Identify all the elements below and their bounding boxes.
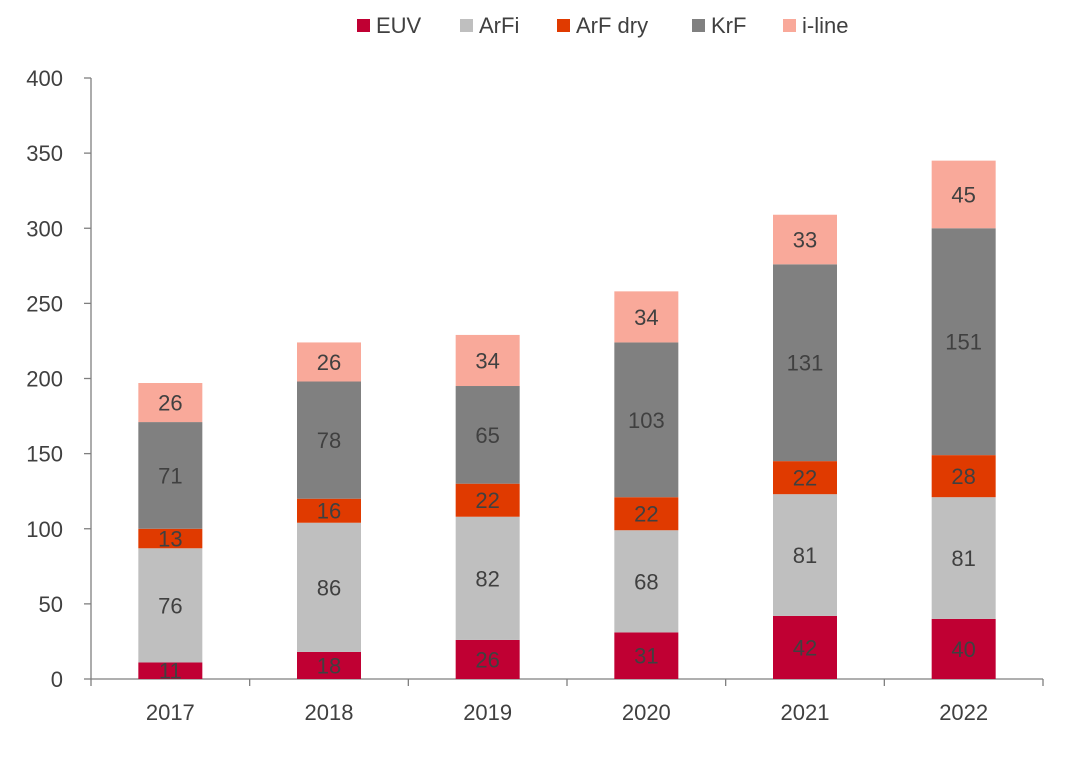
y-tick-label: 300 <box>26 216 63 241</box>
bar-segment-i-line <box>455 334 520 387</box>
bar-segment-krf <box>455 386 520 484</box>
bar-segment-krf <box>138 422 203 529</box>
data-label: 103 <box>628 408 665 433</box>
bar-segment-arfi <box>614 530 679 633</box>
data-label: 16 <box>317 499 341 524</box>
legend-swatch <box>460 19 473 32</box>
bar-segment-i-line <box>773 214 837 265</box>
bar-segment-euv <box>138 662 203 679</box>
data-label: 65 <box>475 423 499 448</box>
bar-segment-euv <box>614 632 679 679</box>
data-label: 26 <box>475 647 499 672</box>
legend-label: i-line <box>802 13 848 38</box>
data-label: 71 <box>158 463 182 488</box>
bar-segment-krf <box>297 381 361 499</box>
y-tick-label: 350 <box>26 141 63 166</box>
data-label: 42 <box>793 635 817 660</box>
y-tick-label: 100 <box>26 517 63 542</box>
data-label: 18 <box>317 653 341 678</box>
bar-segment-krf <box>773 264 837 462</box>
bar-segment-euv <box>931 618 996 679</box>
y-tick-label: 250 <box>26 291 63 316</box>
bar-segment-arf-dry <box>297 498 361 523</box>
x-axis: 2017 2018 2019 2020 2021 2022 <box>90 678 1044 725</box>
data-label: 11 <box>159 659 182 684</box>
x-tick-label: 2020 <box>622 700 671 725</box>
legend-label: ArF dry <box>576 13 648 38</box>
data-label: 131 <box>787 351 824 376</box>
bar-segment-arf-dry <box>614 497 679 531</box>
bar-segment-i-line <box>138 383 203 423</box>
legend-label: KrF <box>711 13 746 38</box>
data-label: 13 <box>158 527 182 552</box>
y-tick-label: 150 <box>26 442 63 467</box>
y-axis: 0 50 100 150 200 250 300 350 400 <box>26 66 92 692</box>
bar-segment-euv <box>773 615 837 679</box>
data-label: 151 <box>945 330 982 355</box>
bar-segment-arfi <box>297 522 361 652</box>
x-tick-label: 2019 <box>463 700 512 725</box>
bar-segment-arfi <box>773 494 837 616</box>
data-label: 22 <box>634 502 658 527</box>
y-tick-label: 0 <box>51 667 63 692</box>
legend-label: EUV <box>376 13 422 38</box>
data-label: 68 <box>634 569 658 594</box>
bar-segment-euv <box>297 651 361 679</box>
data-labels: 11 76 13 71 26 18 86 16 78 26 26 82 22 65 34 31 68 22 103 3… <box>158 182 982 683</box>
legend: EUV ArFi ArF dry KrF i-line <box>357 13 848 38</box>
bar-segment-arf-dry <box>138 528 203 549</box>
data-label: 22 <box>793 466 817 491</box>
bar-segment-arfi <box>455 516 520 640</box>
x-tick-label: 2018 <box>305 700 354 725</box>
data-label: 40 <box>951 637 975 662</box>
bar-segment-arf-dry <box>773 461 837 495</box>
y-tick-label: 200 <box>26 367 63 392</box>
data-label: 81 <box>793 543 817 568</box>
data-label: 76 <box>158 593 182 618</box>
data-label: 28 <box>951 464 975 489</box>
data-label: 81 <box>951 546 975 571</box>
bar-segment-i-line <box>931 160 996 229</box>
data-label: 82 <box>475 566 499 591</box>
x-tick-label: 2022 <box>939 700 988 725</box>
data-label: 26 <box>317 350 341 375</box>
y-tick-label: 400 <box>26 66 63 91</box>
legend-swatch <box>557 19 570 32</box>
data-label: 34 <box>634 305 658 330</box>
data-label: 31 <box>634 644 658 669</box>
bar-segment-arfi <box>931 497 996 619</box>
data-label: 26 <box>158 391 182 416</box>
legend-swatch <box>692 19 705 32</box>
x-tick-label: 2021 <box>781 700 830 725</box>
bar-segment-arf-dry <box>931 455 996 498</box>
bar-segment-i-line <box>297 342 361 382</box>
bar-segment-krf <box>614 342 679 498</box>
legend-swatch <box>357 19 370 32</box>
data-label: 34 <box>475 348 499 373</box>
legend-label: ArFi <box>479 13 519 38</box>
x-tick-label: 2017 <box>146 700 195 725</box>
bar-segment-i-line <box>614 291 679 343</box>
y-tick-label: 50 <box>39 592 63 617</box>
bars <box>138 160 996 679</box>
data-label: 33 <box>793 228 817 253</box>
data-label: 22 <box>475 488 499 513</box>
bar-segment-euv <box>455 639 520 679</box>
data-label: 78 <box>317 428 341 453</box>
bar-segment-arf-dry <box>455 483 520 517</box>
legend-swatch <box>783 19 796 32</box>
data-label: 45 <box>951 182 975 207</box>
bar-segment-krf <box>931 228 996 456</box>
data-label: 86 <box>317 575 341 600</box>
bar-segment-arfi <box>138 548 203 663</box>
